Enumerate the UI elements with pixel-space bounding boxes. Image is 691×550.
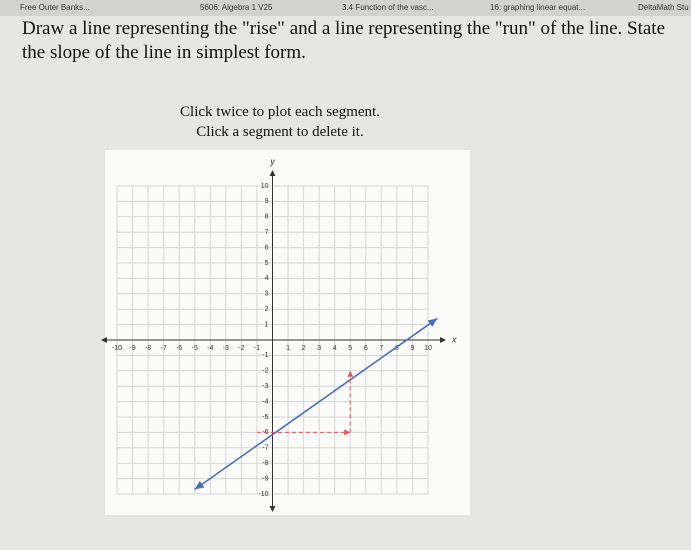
x-tick-label: -10 <box>112 345 122 352</box>
question-text: Draw a line representing the "rise" and … <box>22 18 666 39</box>
segment-arrow <box>344 429 351 436</box>
y-tick-label: 3 <box>265 291 269 298</box>
tab-bar: Free Outer Banks... 5606: Algebra 1 V25 … <box>0 0 691 16</box>
tab[interactable]: Free Outer Banks... <box>20 3 90 12</box>
question-text: the slope of the line in simplest form. <box>22 42 306 63</box>
y-tick-label: 6 <box>265 244 269 251</box>
x-tick-label: -1 <box>254 345 260 352</box>
x-tick-label: 2 <box>302 345 306 352</box>
y-tick-label: -7 <box>262 445 268 452</box>
graph-background[interactable] <box>105 150 470 515</box>
x-tick-label: 9 <box>410 345 414 352</box>
x-tick-label: -2 <box>238 345 244 352</box>
tab[interactable]: 3.4 Function of the vasc... <box>342 3 434 12</box>
y-tick-label: -2 <box>262 368 268 375</box>
x-tick-label: -8 <box>145 345 151 352</box>
y-tick-label: 10 <box>261 183 269 190</box>
tab[interactable]: 16: graphing linear equat... <box>490 3 586 12</box>
y-tick-label: -8 <box>262 460 268 467</box>
y-tick-label: 1 <box>265 321 269 328</box>
y-tick-label: -9 <box>262 475 268 482</box>
x-axis-label: x <box>451 334 457 344</box>
x-tick-label: -4 <box>207 345 213 352</box>
y-tick-label: -3 <box>262 383 268 390</box>
line-arrow <box>427 318 438 327</box>
x-tick-label: -7 <box>161 345 167 352</box>
y-tick-label: 2 <box>265 306 269 313</box>
instruction: Click twice to plot each segment. <box>180 104 380 120</box>
x-tick-label: 10 <box>424 345 432 352</box>
y-tick-label: 8 <box>265 214 269 221</box>
x-tick-label: 4 <box>333 345 337 352</box>
x-tick-label: 7 <box>379 345 383 352</box>
tab[interactable]: DeltaMath Stu <box>638 3 689 12</box>
x-tick-label: 5 <box>348 345 352 352</box>
graphed-line <box>194 317 438 491</box>
x-tick-label: 3 <box>317 345 321 352</box>
y-tick-label: 9 <box>265 198 269 205</box>
x-tick-label: -3 <box>223 345 229 352</box>
y-tick-label: 4 <box>265 275 269 282</box>
y-tick-label: -10 <box>258 491 268 498</box>
line-arrow <box>194 480 205 490</box>
y-tick-label: -5 <box>262 414 268 421</box>
y-tick-label: -4 <box>262 398 268 405</box>
instruction: Click a segment to delete it. <box>196 124 364 140</box>
x-tick-label: -9 <box>129 345 135 352</box>
y-tick-label: -1 <box>262 352 268 359</box>
segment-arrow <box>347 370 354 377</box>
x-tick-label: 6 <box>364 345 368 352</box>
y-axis-label: y <box>269 156 275 166</box>
x-tick-label: 1 <box>286 345 290 352</box>
y-tick-label: 5 <box>265 260 269 267</box>
x-tick-label: -5 <box>192 345 198 352</box>
x-tick-label: 8 <box>395 345 399 352</box>
x-tick-label: -6 <box>176 345 182 352</box>
y-tick-label: 7 <box>265 229 269 236</box>
tab[interactable]: 5606: Algebra 1 V25 <box>200 3 273 12</box>
